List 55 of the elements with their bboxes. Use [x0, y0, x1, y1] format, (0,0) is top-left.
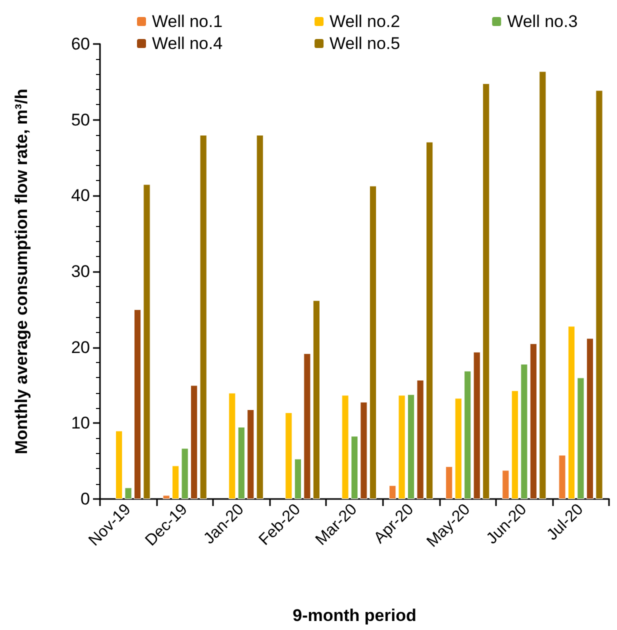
y-tick-label: 20 [71, 338, 90, 357]
bar [134, 309, 142, 499]
bar [294, 458, 302, 499]
x-axis-title: 9-month period [292, 606, 416, 625]
bar [200, 135, 207, 499]
bar [454, 398, 462, 499]
y-tick-label: 50 [71, 110, 90, 130]
bar [520, 364, 528, 499]
legend-label: Well no.4 [152, 34, 223, 53]
legend-label: Well no.5 [330, 34, 400, 53]
y-tick-label: 40 [71, 186, 90, 206]
bar [247, 410, 254, 499]
legend-label: Well no.2 [330, 12, 400, 31]
bar [558, 455, 566, 499]
bar [360, 402, 368, 499]
bar [124, 488, 132, 499]
bar [502, 470, 510, 499]
bar [172, 466, 180, 499]
bar [342, 395, 349, 499]
bar [482, 83, 490, 499]
y-tick-label: 0 [80, 490, 90, 508]
bar [312, 300, 320, 499]
bar [181, 448, 188, 499]
bar [143, 184, 150, 499]
bar [115, 430, 123, 499]
y-tick-label: 60 [71, 34, 90, 54]
bar [190, 385, 198, 499]
bar [238, 426, 245, 499]
y-tick-label: 10 [71, 414, 90, 433]
bar [416, 380, 424, 499]
bar [426, 142, 434, 499]
bar [446, 466, 453, 499]
bar [586, 338, 594, 499]
bar [285, 412, 292, 499]
y-axis-title: Monthly average consumption flow rate, m³/h [12, 88, 31, 454]
bar [568, 326, 576, 499]
bar [408, 394, 415, 499]
bar [398, 395, 406, 499]
bar [350, 436, 358, 499]
bar [511, 390, 518, 499]
bar [577, 378, 584, 499]
bar [369, 186, 377, 499]
bar [228, 392, 236, 499]
legend-label: Well no.3 [507, 12, 578, 31]
bar [162, 495, 170, 499]
bar [539, 71, 546, 499]
bar [464, 370, 472, 499]
bar [596, 90, 603, 499]
bar [530, 344, 537, 499]
bar [389, 485, 396, 499]
bar [256, 135, 264, 499]
y-tick-label: 30 [71, 262, 90, 281]
bar [473, 352, 480, 499]
bar [304, 353, 311, 499]
legend-label: Well no.1 [152, 12, 223, 31]
